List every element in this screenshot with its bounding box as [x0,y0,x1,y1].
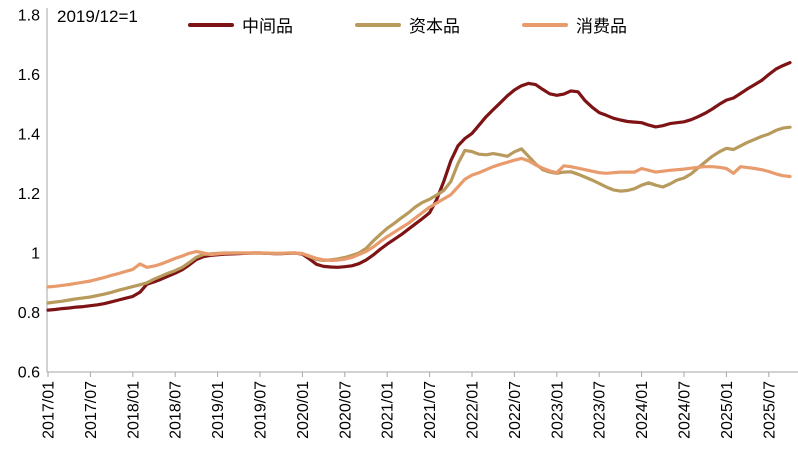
legend-line-swatch-consumer-goods [522,22,568,27]
series-line-capital-goods [46,125,792,305]
x-axis-tick-label: 2022/07 [507,381,524,439]
x-axis-tick-label: 2025/07 [761,381,778,439]
x-axis-tick-label: 2024/07 [677,381,694,439]
y-axis-tick-label: 0.6 [18,365,40,382]
x-axis-tick-label: 2017/01 [41,381,58,439]
legend-line-swatch-capital-goods [355,22,401,27]
x-axis-tick-label: 2020/01 [295,381,312,439]
index-base-note: 2019/12=1 [57,7,138,26]
x-axis-tick-label: 2018/07 [168,381,185,439]
legend-line-swatch-intermediate-goods [188,22,234,27]
y-axis-tick-label: 0.8 [18,305,40,322]
x-axis-tick-label: 2019/07 [253,381,270,439]
x-axis-tick-label: 2021/07 [422,381,439,439]
legend-item-capital-goods: 资本品 [355,12,460,37]
x-axis-tick-label: 2020/07 [337,381,354,439]
y-axis-tick-label: 1.2 [18,186,40,203]
legend-item-consumer-goods: 消费品 [522,12,627,37]
y-axis-tick-label: 1.6 [18,67,40,84]
y-axis-tick-label: 1 [31,246,40,263]
x-axis-tick-label: 2023/01 [549,381,566,439]
x-axis-tick-label: 2022/01 [465,381,482,439]
x-axis-tick-label: 2019/01 [210,381,227,439]
legend-label-intermediate-goods: 中间品 [242,17,293,36]
legend-item-intermediate-goods: 中间品 [188,12,293,37]
x-axis-tick-label: 2024/01 [634,381,651,439]
y-axis-tick-label: 1.4 [18,127,40,144]
legend-label-capital-goods: 资本品 [409,17,460,36]
x-axis-tick-label: 2018/01 [125,381,142,439]
legend: 中间品 资本品 消费品 [188,12,627,37]
x-axis-tick-label: 2021/01 [380,381,397,439]
x-axis-tick-label: 2025/01 [719,381,736,439]
legend-label-consumer-goods: 消费品 [576,17,627,36]
series-line-intermediate-goods [46,60,792,312]
series-line-consumer-goods [46,156,792,289]
x-axis-tick-label: 2023/07 [592,381,609,439]
x-axis-tick-label: 2017/07 [83,381,100,439]
y-axis-tick-label: 1.8 [18,8,40,25]
